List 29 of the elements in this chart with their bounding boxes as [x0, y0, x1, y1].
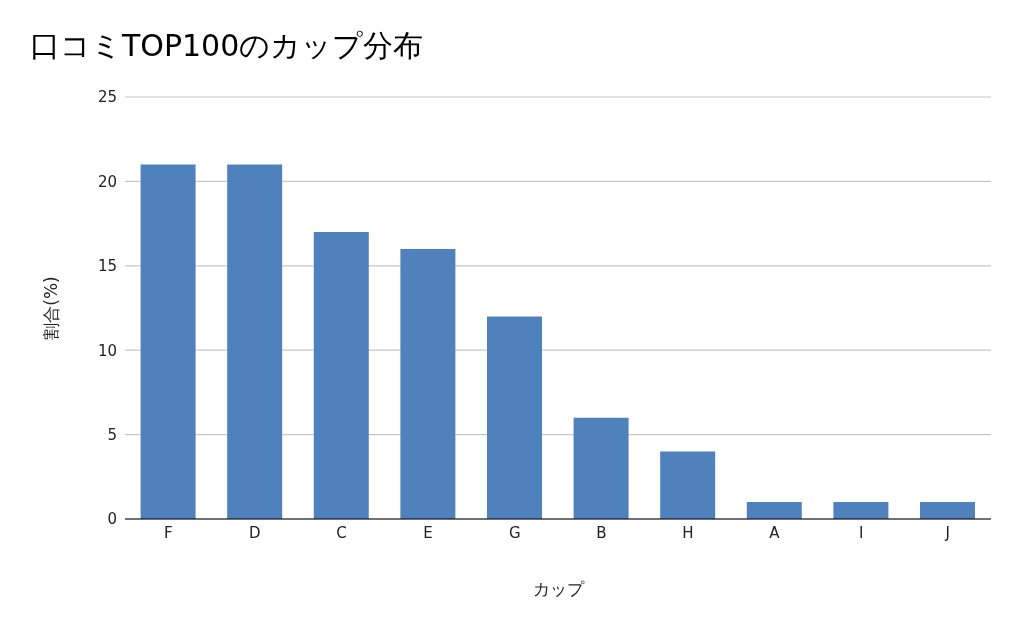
x-tick-label: H	[682, 523, 694, 542]
y-tick-label: 0	[107, 510, 117, 529]
bar	[746, 502, 802, 519]
y-axis-title: 割合(%)	[41, 276, 62, 340]
y-tick-label: 25	[97, 88, 117, 107]
bar	[227, 164, 283, 519]
x-tick-label: A	[769, 523, 781, 542]
bar	[486, 316, 542, 519]
bar	[140, 164, 196, 519]
y-tick-label: 10	[97, 341, 117, 360]
x-tick-label: B	[596, 523, 607, 542]
y-tick-label: 5	[107, 425, 117, 444]
x-axis-title: カップ	[532, 579, 585, 599]
x-tick-label: D	[249, 523, 261, 542]
bar	[313, 232, 369, 519]
x-tick-label: J	[944, 523, 950, 542]
bar	[573, 417, 629, 519]
x-tick-label: F	[163, 523, 173, 542]
bar	[833, 502, 889, 519]
chart-title: 口コミTOP100のカップ分布	[30, 27, 424, 65]
bar	[919, 502, 975, 519]
y-tick-label: 15	[97, 257, 117, 276]
bar	[400, 248, 456, 519]
y-tick-label: 20	[97, 172, 117, 191]
x-tick-label: I	[858, 523, 864, 542]
x-tick-label: E	[423, 523, 433, 542]
x-tick-label: G	[508, 523, 521, 542]
x-tick-label: C	[336, 523, 347, 542]
bar	[660, 451, 716, 519]
